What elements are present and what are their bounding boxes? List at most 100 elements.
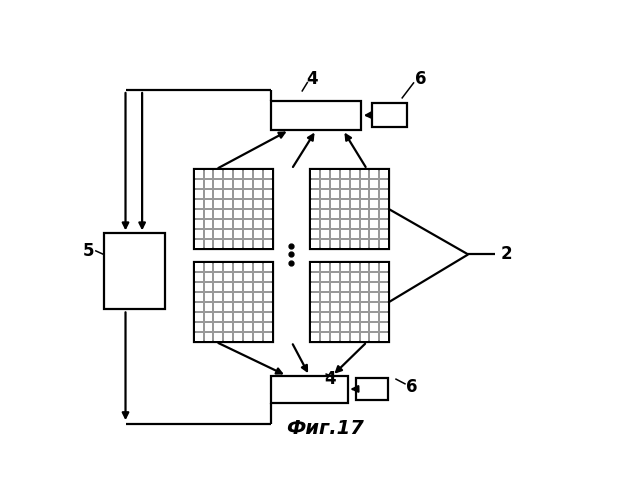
Bar	[234, 283, 243, 291]
Bar	[370, 283, 378, 291]
Bar	[361, 323, 368, 331]
Bar	[331, 170, 338, 178]
Bar	[194, 210, 203, 218]
Bar	[224, 210, 232, 218]
Bar	[215, 220, 222, 228]
Bar	[361, 210, 368, 218]
Bar	[255, 230, 262, 238]
Bar	[370, 313, 378, 321]
Bar	[321, 283, 329, 291]
Bar	[194, 262, 203, 270]
Bar	[370, 180, 378, 188]
Bar	[361, 273, 368, 281]
Bar	[264, 262, 272, 270]
Bar	[370, 240, 378, 248]
Bar	[380, 313, 389, 321]
Bar	[255, 180, 262, 188]
Bar	[370, 333, 378, 341]
Bar	[224, 170, 232, 178]
Bar	[331, 293, 338, 301]
Text: 6: 6	[406, 378, 418, 396]
Bar	[255, 333, 262, 341]
Bar	[361, 313, 368, 321]
Bar	[104, 233, 166, 310]
Bar	[194, 170, 203, 178]
Bar	[224, 180, 232, 188]
Bar	[234, 230, 243, 238]
Bar	[340, 303, 349, 311]
Bar	[224, 220, 232, 228]
Bar	[215, 210, 222, 218]
Bar	[370, 230, 378, 238]
Bar	[380, 210, 389, 218]
Bar	[321, 323, 329, 331]
Bar	[204, 303, 213, 311]
Bar	[380, 273, 389, 281]
Bar	[264, 190, 272, 198]
Bar	[321, 230, 329, 238]
Bar	[194, 262, 273, 342]
Bar	[351, 190, 359, 198]
Bar	[194, 190, 203, 198]
Bar	[361, 200, 368, 208]
Bar	[311, 333, 319, 341]
Bar	[311, 323, 319, 331]
Bar	[370, 293, 378, 301]
Bar	[194, 273, 203, 281]
Bar	[234, 273, 243, 281]
Bar	[271, 376, 347, 402]
Bar	[351, 333, 359, 341]
Bar	[331, 323, 338, 331]
Bar	[331, 283, 338, 291]
Bar	[264, 210, 272, 218]
Bar	[215, 283, 222, 291]
Bar	[204, 200, 213, 208]
Text: 6: 6	[415, 70, 426, 88]
Bar	[331, 210, 338, 218]
Bar	[224, 230, 232, 238]
Bar	[311, 273, 319, 281]
Bar	[224, 273, 232, 281]
Bar	[234, 323, 243, 331]
Bar	[264, 303, 272, 311]
Text: 2: 2	[501, 246, 512, 264]
Bar	[264, 170, 272, 178]
Bar	[351, 180, 359, 188]
Bar	[244, 210, 252, 218]
Bar	[321, 293, 329, 301]
Bar	[244, 170, 252, 178]
Bar	[331, 190, 338, 198]
Bar	[215, 240, 222, 248]
Bar	[194, 293, 203, 301]
Bar	[234, 220, 243, 228]
Bar	[321, 210, 329, 218]
Bar	[380, 220, 389, 228]
Bar	[331, 313, 338, 321]
Bar	[340, 273, 349, 281]
Bar	[244, 283, 252, 291]
Bar	[204, 240, 213, 248]
Bar	[361, 333, 368, 341]
Bar	[224, 200, 232, 208]
Bar	[204, 190, 213, 198]
Bar	[380, 230, 389, 238]
Bar	[340, 313, 349, 321]
Bar	[311, 240, 319, 248]
Bar	[204, 220, 213, 228]
Bar	[255, 262, 262, 270]
Bar	[311, 220, 319, 228]
Bar	[380, 170, 389, 178]
Bar	[244, 230, 252, 238]
Bar	[215, 230, 222, 238]
Bar	[271, 101, 361, 130]
Bar	[351, 220, 359, 228]
Bar	[310, 262, 389, 342]
Bar	[215, 190, 222, 198]
Bar	[311, 190, 319, 198]
Bar	[255, 323, 262, 331]
Text: Фиг.17: Фиг.17	[286, 419, 364, 438]
Bar	[361, 262, 368, 270]
Bar	[340, 200, 349, 208]
Bar	[340, 190, 349, 198]
Bar	[380, 200, 389, 208]
